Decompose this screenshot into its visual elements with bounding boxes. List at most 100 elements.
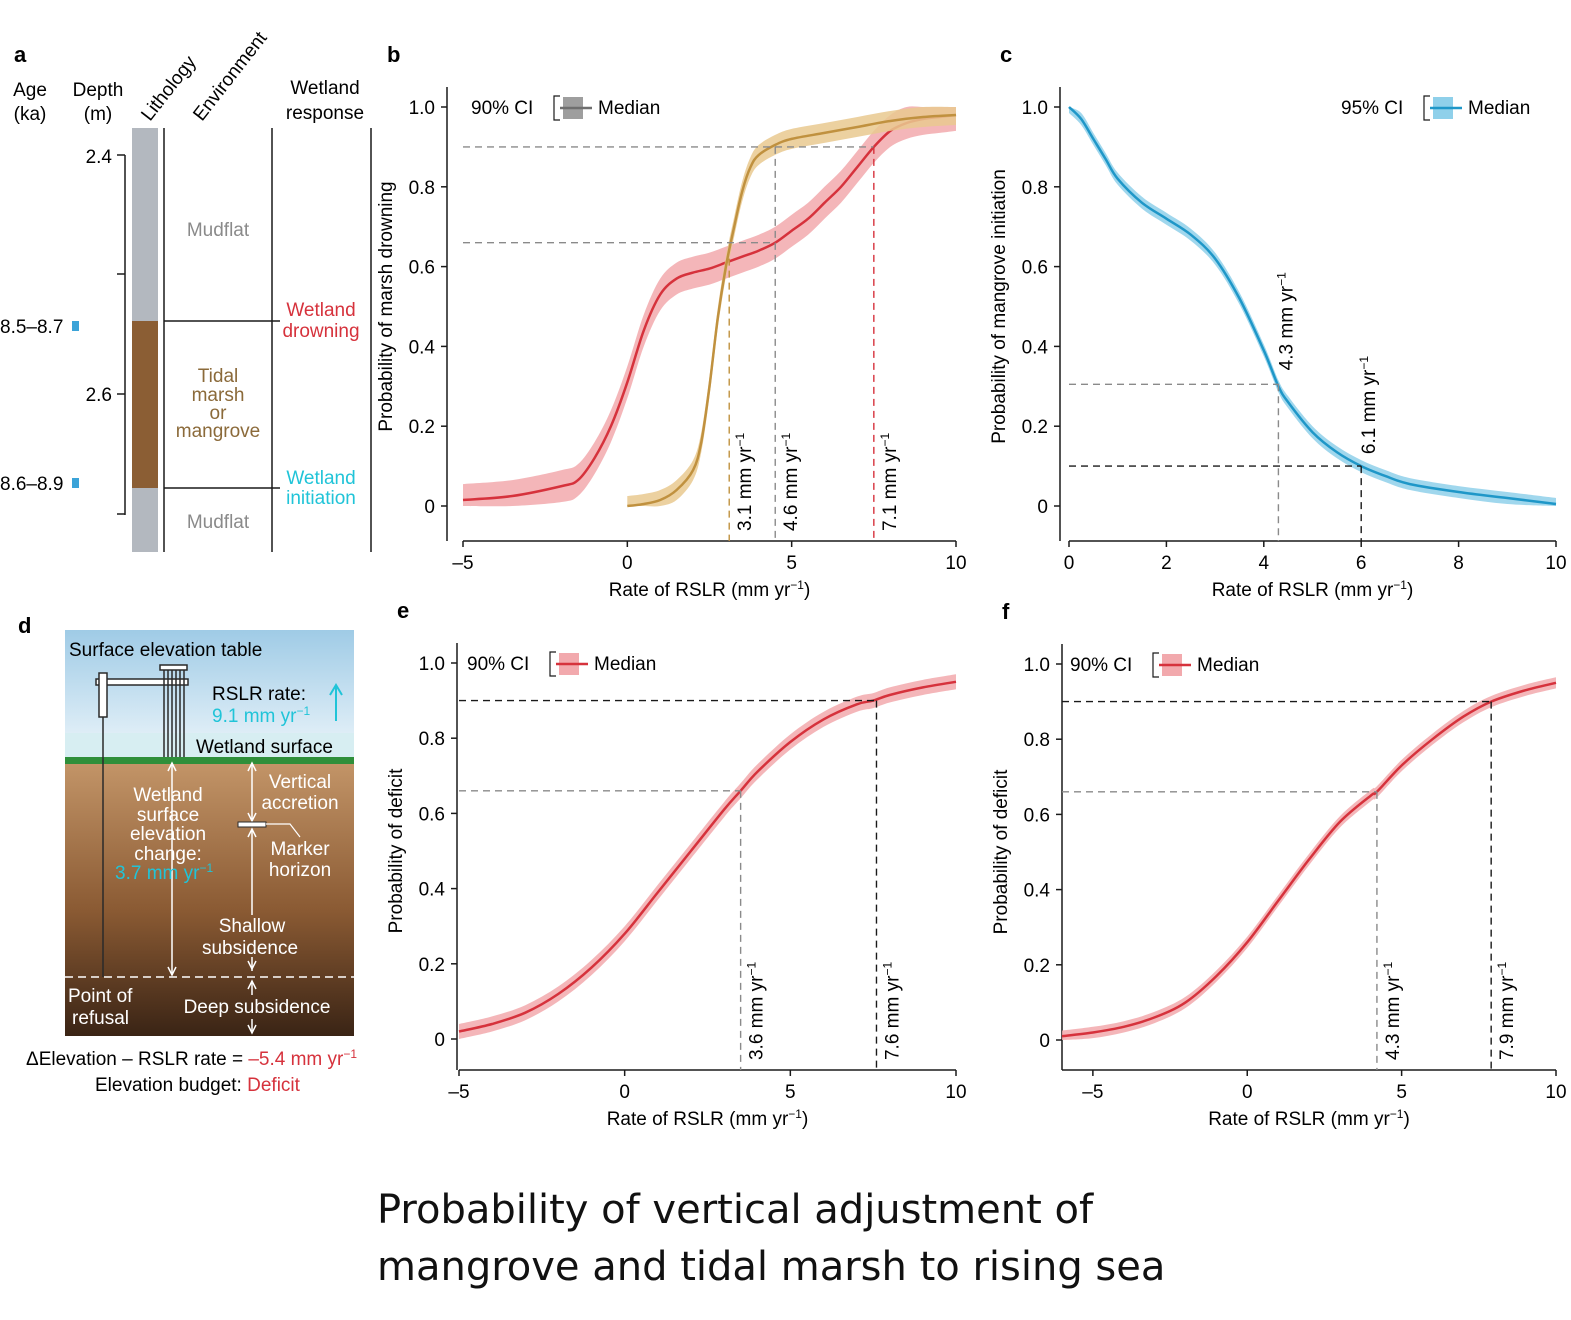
elev-change-value: 3.7 mm yr−1	[115, 861, 213, 884]
y-tick-label: 0.2	[1024, 956, 1050, 977]
panel-e-label: e	[397, 598, 409, 623]
y-axis-label: Probability of deficit	[386, 768, 407, 933]
y-tick-label: 0	[434, 1030, 445, 1051]
x-tick-label: 4	[1259, 553, 1270, 574]
x-tick-label: –5	[452, 553, 473, 574]
response-drowning-2: drowning	[282, 321, 359, 342]
ci-band-0	[463, 106, 956, 507]
y-tick-label: 0.6	[1024, 805, 1050, 826]
rslr-rate-label: RSLR rate:	[212, 684, 306, 705]
age-unit: (ka)	[14, 104, 47, 125]
threshold-label: 3.6 mm yr−1	[745, 962, 768, 1060]
soil-block	[65, 759, 354, 1036]
deep-subsidence: Deep subsidence	[184, 997, 331, 1018]
figure-caption: Probability of vertical adjustment of ma…	[377, 1182, 1377, 1296]
x-tick-label: 6	[1356, 553, 1367, 574]
depth-unit: (m)	[84, 104, 112, 125]
response-initiation-2: initiation	[286, 488, 356, 509]
threshold-label: 7.6 mm yr−1	[880, 962, 903, 1060]
y-tick-label: 0.4	[409, 337, 436, 358]
elevation-budget: Elevation budget: Deficit	[95, 1075, 301, 1096]
legend-ci: 95% CI	[1341, 98, 1403, 119]
y-tick-label: 0.2	[409, 417, 435, 438]
response-drowning-1: Wetland	[286, 300, 355, 321]
y-tick-label: 0.6	[1022, 258, 1048, 279]
elev-change-3: elevation	[130, 824, 206, 845]
env-mudflat-top: Mudflat	[187, 220, 250, 241]
y-tick-label: 0.8	[409, 178, 435, 199]
set-instrument	[95, 664, 189, 977]
x-tick-label: 0	[619, 1082, 630, 1103]
response-header-1: Wetland	[290, 78, 359, 99]
threshold-label: 7.1 mm yr−1	[878, 433, 901, 531]
x-tick-label: 10	[1545, 553, 1566, 574]
response-header-2: response	[286, 103, 364, 124]
wetland-surface-label: Wetland surface	[196, 737, 333, 758]
lithology-peat	[132, 321, 158, 488]
x-tick-label: 5	[785, 1082, 796, 1103]
y-tick-label: 0.6	[409, 258, 435, 279]
depth-tick-2-4: 2.4	[86, 147, 113, 168]
water-band	[65, 733, 354, 760]
y-tick-label: 0.4	[1024, 881, 1051, 902]
y-axis-label: Probability of mangrove initiation	[989, 169, 1010, 444]
elev-change-4: change:	[134, 844, 202, 865]
threshold-label: 6.1 mm yr−1	[1357, 356, 1380, 454]
x-tick-label: 5	[1396, 1082, 1407, 1103]
env-marsh-1: Tidal	[198, 366, 238, 387]
legend-ci: 90% CI	[467, 654, 529, 675]
x-tick-label: 0	[1242, 1082, 1253, 1103]
legend-bracket	[553, 95, 560, 121]
y-tick-label: 0	[1037, 497, 1048, 518]
panel-f-label: f	[1002, 599, 1010, 624]
age-header: Age	[13, 80, 47, 101]
legend-bracket	[1423, 95, 1430, 121]
y-tick-label: 0	[424, 497, 435, 518]
legend-ci: 90% CI	[471, 98, 533, 119]
marsh-grass	[65, 757, 354, 764]
elev-change-1: Wetland	[133, 785, 202, 806]
env-marsh-2: marsh	[192, 385, 245, 406]
chart-b: b –5 0 5 10 0 0.2 0.4 0.6 0.8 1.0 Rate of RSLR (mm …	[376, 42, 967, 601]
x-axis-label: Rate of RSLR (mm yr−1)	[1208, 1107, 1410, 1130]
shallow-1: Shallow	[219, 916, 286, 937]
panel-c-label: c	[1000, 42, 1012, 67]
threshold-label: 4.3 mm yr−1	[1274, 272, 1297, 370]
panel-d: d Surface elevation table RSLR rate: 9.1…	[18, 613, 357, 1096]
y-tick-label: 0.2	[1022, 417, 1048, 438]
x-tick-label: 8	[1453, 553, 1464, 574]
marker-2: horizon	[269, 860, 331, 881]
y-tick-label: 0.4	[1022, 337, 1049, 358]
age-marker-upper	[72, 321, 79, 331]
lithology-mudflat-bottom	[132, 488, 158, 552]
caption-line-2: mangrove and tidal marsh to rising sea	[377, 1244, 1166, 1290]
caption-line-1: Probability of vertical adjustment of	[377, 1187, 1094, 1233]
accretion-1: Vertical	[269, 772, 331, 793]
age-marker-lower	[72, 478, 79, 488]
y-tick-label: 0.4	[419, 880, 446, 901]
legend-ci: 90% CI	[1070, 655, 1132, 676]
x-tick-label: –5	[448, 1082, 469, 1103]
median-line-1	[627, 113, 957, 508]
y-tick-label: 0.8	[419, 729, 445, 750]
x-tick-label: 10	[945, 553, 966, 574]
x-axis-label: Rate of RSLR (mm yr−1)	[609, 578, 811, 601]
chart-e: e –5 0 5 10 0 0.2 0.4 0.6 0.8 1.0 Rate of RSLR (mm …	[386, 598, 967, 1130]
x-tick-label: 2	[1161, 553, 1172, 574]
y-tick-label: 1.0	[1022, 98, 1048, 119]
elev-change-2: surface	[137, 805, 199, 826]
x-tick-label: 5	[786, 553, 797, 574]
x-tick-label: 0	[1064, 553, 1075, 574]
y-tick-label: 0.8	[1022, 178, 1048, 199]
y-tick-label: 0.8	[1024, 730, 1050, 751]
y-tick-label: 1.0	[1024, 655, 1050, 676]
legend-bracket	[1152, 652, 1159, 678]
x-axis-label: Rate of RSLR (mm yr−1)	[607, 1107, 809, 1130]
rslr-rate-value: 9.1 mm yr−1	[212, 704, 310, 727]
x-tick-label: –5	[1082, 1082, 1103, 1103]
y-tick-label: 0	[1039, 1031, 1050, 1052]
env-marsh-3: or	[210, 403, 228, 424]
x-tick-label: 0	[622, 553, 633, 574]
legend-median: Median	[1468, 98, 1530, 119]
shallow-2: subsidence	[202, 938, 298, 959]
